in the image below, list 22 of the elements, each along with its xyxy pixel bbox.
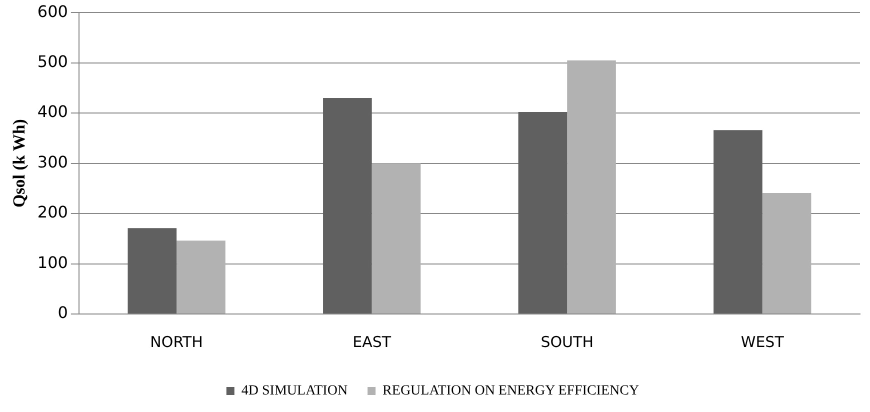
- bar: [762, 192, 812, 314]
- bar: [714, 130, 762, 314]
- y-tick-label: 200: [37, 202, 68, 222]
- y-tick-label: 300: [37, 152, 68, 172]
- y-tick-label: 500: [37, 52, 68, 71]
- y-tick-label: 600: [37, 2, 68, 21]
- bar: [128, 228, 177, 314]
- legend-label: 4D SIMULATION: [241, 384, 348, 399]
- x-tick-label: SOUTH: [540, 332, 594, 351]
- legend-label: REGULATION ON ENERGY EFFICIENCY: [382, 384, 640, 399]
- bar: [323, 98, 372, 314]
- bar: [176, 240, 226, 314]
- x-tick-label: NORTH: [150, 332, 203, 351]
- y-tick-label: 100: [37, 252, 68, 272]
- y-tick-label: 0: [58, 303, 68, 322]
- bar: [372, 163, 421, 314]
- bar: [518, 112, 568, 314]
- bar: [567, 60, 616, 314]
- y-axis-title: Qsol (k Wh): [10, 119, 29, 208]
- y-tick-label: 400: [37, 102, 68, 122]
- x-tick-label: WEST: [740, 332, 785, 351]
- x-tick-label: EAST: [352, 332, 392, 351]
